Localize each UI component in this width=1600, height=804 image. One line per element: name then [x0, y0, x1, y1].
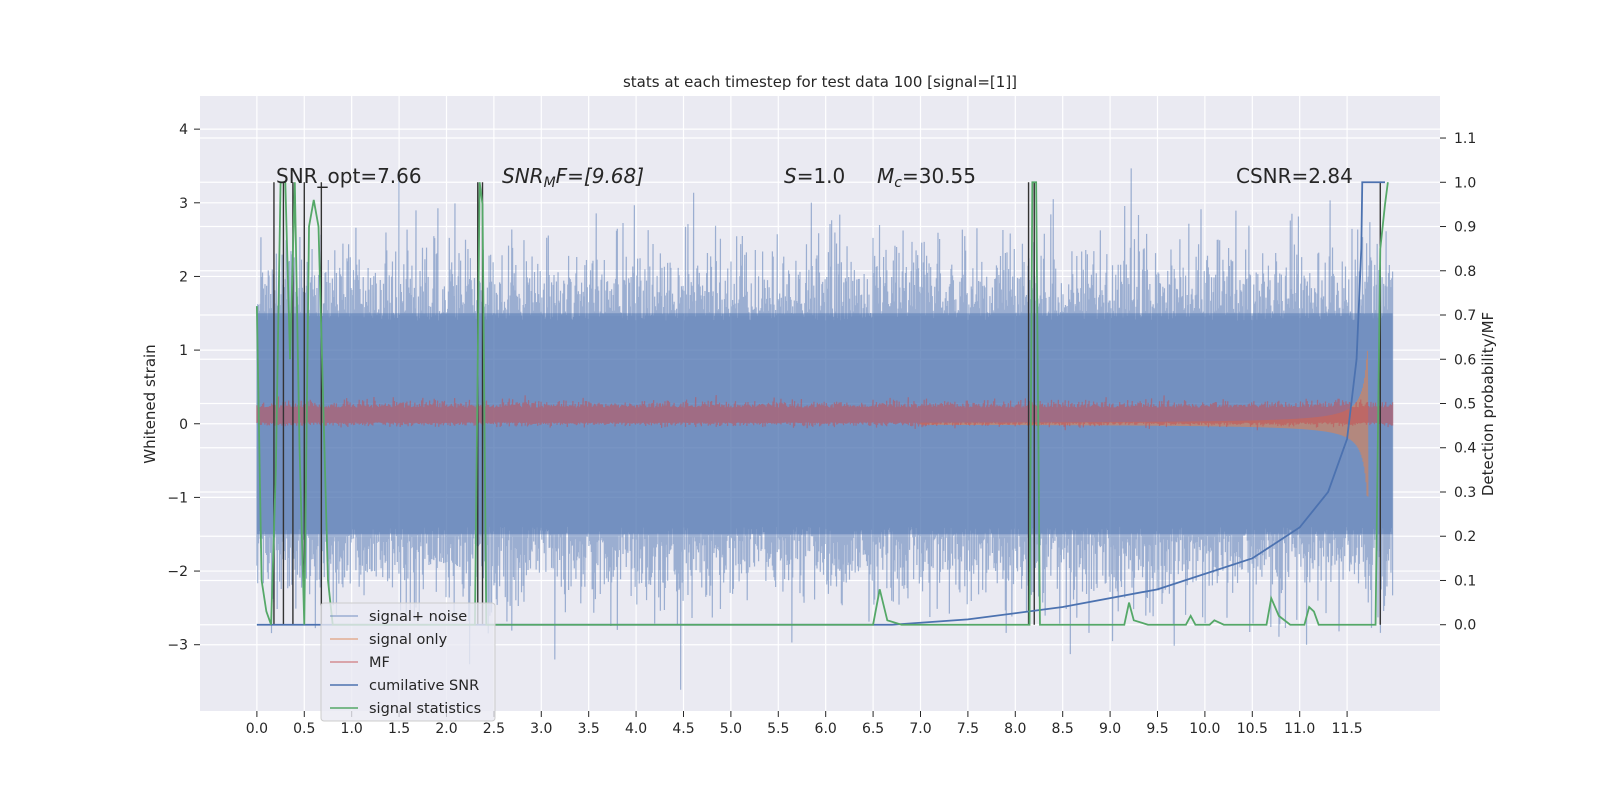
y-right-tick-label: 0.5: [1454, 397, 1476, 413]
annotation-mc: Mc=30.55: [877, 164, 976, 191]
y-left-tick-label: −1: [167, 490, 188, 506]
annotations: SNR_opt=7.66 SNRMF=[9.68] S=1.0 Mc=30.55…: [276, 164, 1353, 191]
y-left-tick-label: 4: [179, 122, 188, 138]
legend-box: [320, 602, 496, 722]
x-tick-label: 5.0: [720, 721, 742, 737]
x-tick-label: 6.0: [815, 721, 837, 737]
x-tick-label: 0.0: [246, 721, 268, 737]
legend-entry-signal-noise: signal+ noise: [330, 609, 467, 625]
x-tick-label: 2.0: [435, 721, 457, 737]
annotation-snr-opt: SNR_opt=7.66: [276, 164, 422, 188]
legend-entry-signal-only: signal only: [330, 632, 448, 648]
y-right-tick-label: 1.1: [1454, 131, 1476, 147]
legend-label: signal only: [369, 632, 448, 648]
mf-trace: [256, 395, 1394, 431]
y-left-tick-label: 2: [179, 269, 188, 285]
y-right-tick-label: 0.2: [1454, 529, 1476, 545]
x-tick-label: 4.0: [625, 721, 647, 737]
legend-label: signal+ noise: [369, 609, 467, 625]
y-left-tick-label: 1: [179, 343, 188, 359]
x-tick-label: 3.0: [530, 721, 552, 737]
x-tick-label: 7.0: [909, 721, 931, 737]
x-tick-label: 8.5: [1052, 721, 1074, 737]
x-tick-label: 7.5: [957, 721, 979, 737]
y-right-tick-label: 0.3: [1454, 485, 1476, 501]
x-tick-label: 10.5: [1237, 721, 1268, 737]
y-left-tick-label: −3: [167, 638, 188, 654]
series-lines: [255, 181, 1389, 626]
chart-title: stats at each timestep for test data 100…: [623, 73, 1017, 91]
x-tick-label: 1.5: [388, 721, 410, 737]
signal-statistics-line: [255, 181, 1389, 626]
x-tick-label: 11.0: [1284, 721, 1315, 737]
x-tick-label: 11.5: [1332, 721, 1363, 737]
y-right-tick-label: 0.0: [1454, 618, 1476, 634]
annotation-s: S=1.0: [784, 164, 845, 188]
y-right-tick-label: 0.4: [1454, 441, 1476, 457]
y-left-tick-label: −2: [167, 564, 188, 580]
x-tick-label: 2.5: [483, 721, 505, 737]
legend-label: signal statistics: [369, 701, 481, 717]
y-left-tick-label: 3: [179, 196, 188, 212]
x-tick-label: 9.0: [1099, 721, 1121, 737]
x-tick-label: 8.0: [1004, 721, 1026, 737]
x-tick-label: 10.0: [1189, 721, 1220, 737]
legend-label: MF: [369, 655, 390, 671]
legend: signal+ noise signal only MF cumilative …: [320, 602, 496, 722]
y-axis-label-right: Detection probability/MF: [1479, 312, 1497, 496]
annotation-csnr: CSNR=2.84: [1236, 164, 1353, 188]
legend-entry-mf: MF: [330, 655, 390, 671]
y-left-tick-label: 0: [179, 417, 188, 433]
y-right-tick-label: 0.8: [1454, 264, 1476, 280]
y-right-tick-label: 0.1: [1454, 573, 1476, 589]
axis-ticks: 0.0 0.5 1.0 1.5 2.0 2.5 3.0 3.5 4.0 4.5 5.0 5.5 6.0 6…: [167, 122, 1476, 737]
y-right-tick-label: 0.9: [1454, 220, 1476, 236]
y-right-tick-label: 0.7: [1454, 308, 1476, 324]
x-tick-label: 4.5: [672, 721, 694, 737]
annotation-snr-mf: SNRMF=[9.68]: [502, 164, 644, 191]
y-axis-label-left: Whitened strain: [141, 344, 159, 463]
x-tick-label: 9.5: [1146, 721, 1168, 737]
y-right-tick-label: 1.0: [1454, 175, 1476, 191]
x-tick-label: 3.5: [578, 721, 600, 737]
x-tick-label: 0.5: [293, 721, 315, 737]
x-tick-label: 1.0: [341, 721, 363, 737]
legend-entry-cumilative-snr: cumilative SNR: [330, 678, 479, 694]
x-tick-label: 6.5: [862, 721, 884, 737]
legend-label: cumilative SNR: [369, 678, 479, 694]
x-tick-label: 5.5: [767, 721, 789, 737]
series-signal-plus-noise: [256, 168, 1394, 690]
y-right-tick-label: 0.6: [1454, 352, 1476, 368]
cumilative-snr-line: [256, 181, 1386, 626]
legend-entry-signal-statistics: signal statistics: [330, 701, 481, 717]
